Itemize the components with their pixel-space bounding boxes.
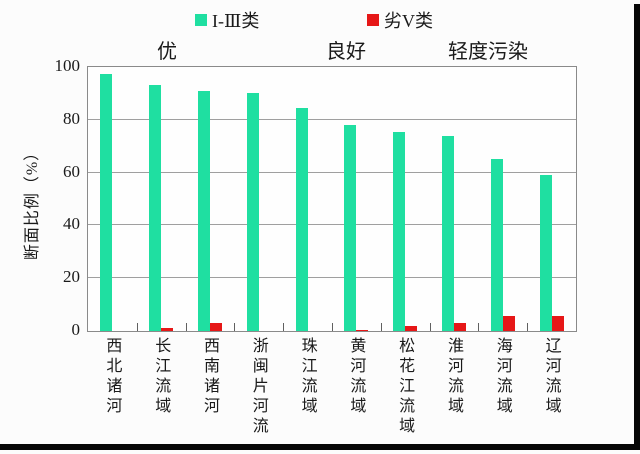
bar-red-黄河流域 [356, 329, 369, 331]
bar-red-辽河流域 [551, 316, 564, 331]
screenshot-right-border [634, 4, 640, 450]
x-axis-tick [478, 323, 480, 331]
x-axis-tick [527, 323, 529, 331]
x-category-cell: 珠江流域 [282, 337, 331, 437]
y-tick-label-20: 20 [63, 267, 80, 287]
green-series-swatch-icon [195, 14, 207, 26]
annotation-good: 良好 [326, 41, 366, 63]
x-category-cell: 西南诸河 [185, 337, 234, 437]
x-category-cell: 黄河流域 [331, 337, 380, 437]
x-category-label: 西北诸河 [103, 337, 121, 417]
legend-item-class1-3: I-Ⅲ类 [195, 7, 259, 33]
x-axis-tick [380, 323, 382, 331]
x-axis-tick [429, 323, 431, 331]
y-tick-label-40: 40 [63, 214, 80, 234]
y-axis-tick-labels: 0 20 40 60 80 100 [28, 57, 81, 339]
x-category-label: 西南诸河 [200, 337, 218, 417]
bar-green-黄河流域 [344, 125, 357, 331]
screenshot-bottom-border [0, 444, 640, 450]
y-tick-label-60: 60 [63, 161, 80, 181]
red-series-swatch-icon [367, 14, 379, 26]
x-axis-tick [332, 323, 333, 331]
x-category-cell: 西北诸河 [87, 337, 136, 437]
gridline-60 [88, 171, 576, 173]
plot-area [87, 66, 577, 332]
x-category-label: 长江流域 [152, 337, 170, 417]
x-axis-tick [185, 323, 187, 331]
x-category-cell: 海河流域 [477, 337, 526, 437]
gridline-40 [88, 224, 576, 226]
legend-item-inferior-v: 劣V类 [367, 7, 433, 33]
x-axis-category-labels: 西北诸河 长江流域 西南诸河 浙闽片河流 珠江流域 黄河流域 松花江流域 淮河流域 海河流域 辽河… [87, 337, 575, 437]
bar-red-西南诸河 [210, 323, 222, 331]
bar-red-淮河流域 [454, 323, 466, 331]
x-axis-tick [234, 323, 236, 331]
gridline-20 [88, 277, 576, 279]
x-category-cell: 长江流域 [136, 337, 185, 437]
legend-label-class1-3: I-Ⅲ类 [212, 11, 260, 31]
bar-red-海河流域 [502, 316, 515, 331]
x-category-label: 松花江流域 [396, 337, 414, 437]
bar-green-海河流域 [490, 159, 503, 331]
y-tick-label-0: 0 [71, 320, 81, 339]
x-category-label: 浙闽片河流 [249, 337, 267, 437]
x-axis-tick [283, 323, 285, 331]
annotation-light-pollution: 轻度污染 [448, 41, 528, 63]
x-category-label: 淮河流域 [444, 337, 462, 417]
bar-green-珠江流域 [295, 107, 308, 331]
x-category-label: 辽河流域 [542, 337, 560, 417]
x-category-label: 黄河流域 [347, 337, 365, 417]
x-category-cell: 辽河流域 [526, 337, 575, 437]
bar-green-西南诸河 [198, 90, 210, 331]
bar-red-长江流域 [161, 328, 174, 331]
bar-green-西北诸河 [100, 73, 113, 331]
x-category-cell: 浙闽片河流 [233, 337, 282, 437]
gridline-80 [88, 118, 576, 120]
x-category-label: 珠江流域 [298, 337, 316, 417]
bar-green-辽河流域 [539, 175, 552, 331]
annotation-excellent: 优 [157, 41, 177, 63]
bar-green-长江流域 [149, 85, 162, 331]
x-axis-tick [136, 323, 138, 331]
x-category-cell: 松花江流域 [380, 337, 429, 437]
bar-red-松花江流域 [405, 325, 418, 331]
bar-green-淮河流域 [442, 135, 454, 331]
bar-green-松花江流域 [393, 131, 406, 331]
x-category-cell: 淮河流域 [429, 337, 478, 437]
legend-label-inferior-v: 劣V类 [384, 11, 433, 31]
bar-green-浙闽片河流 [246, 93, 259, 331]
y-tick-label-80: 80 [63, 108, 80, 128]
y-tick-label-100: 100 [54, 56, 81, 75]
x-category-label: 海河流域 [493, 337, 511, 417]
